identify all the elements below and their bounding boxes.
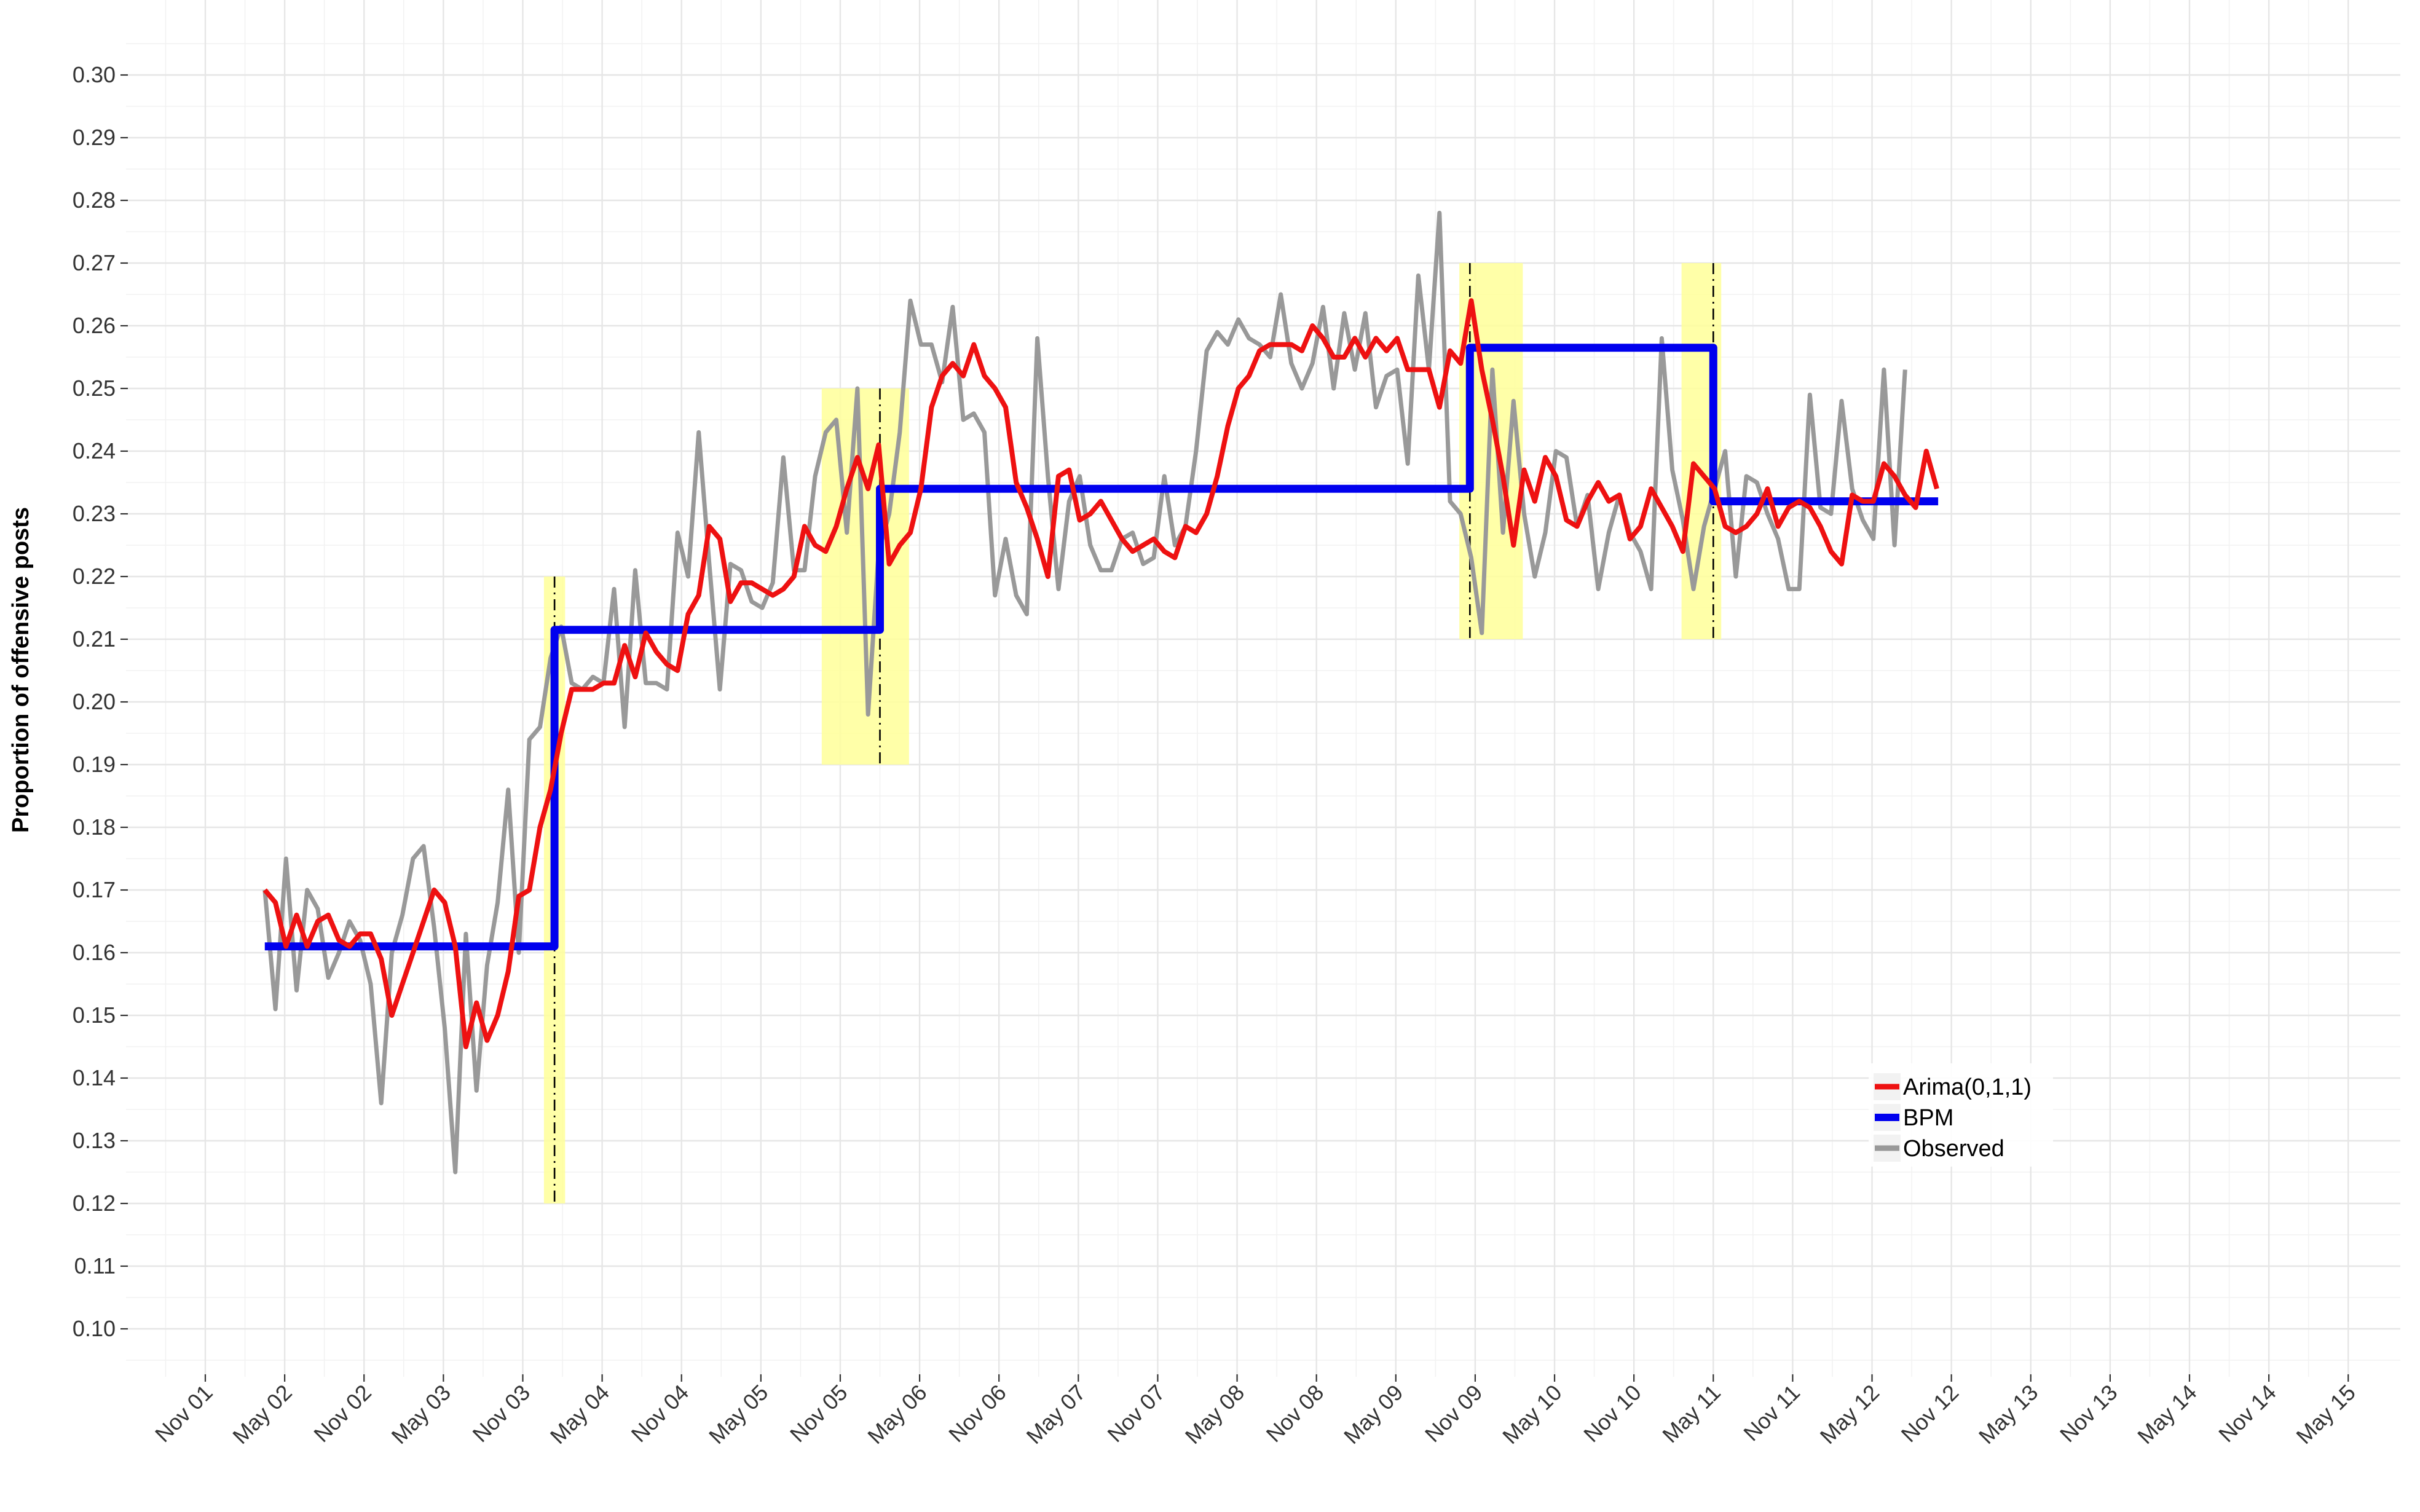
y-tick-label: 0.16 — [73, 940, 116, 965]
y-tick-label: 0.19 — [73, 752, 116, 777]
legend: Arima(0,1,1) BPM Observed — [1869, 1063, 2053, 1167]
y-axis: 0.10 0.11 0.12 0.13 0.14 0.15 0.16 0.17 0.18 0.19… — [73, 62, 128, 1341]
y-tick-label: 0.20 — [73, 689, 116, 714]
x-tick-label: May 12 — [1815, 1380, 1884, 1449]
y-tick-label: 0.10 — [73, 1316, 116, 1341]
y-tick-label: 0.22 — [73, 564, 116, 589]
legend-label: Arima(0,1,1) — [1903, 1074, 2032, 1100]
x-tick-label: Nov 02 — [309, 1380, 376, 1447]
y-tick-label: 0.29 — [73, 125, 116, 150]
y-tick-label: 0.27 — [73, 250, 116, 275]
x-tick-label: May 11 — [1657, 1380, 1725, 1448]
x-tick-label: Nov 06 — [944, 1380, 1011, 1447]
x-tick-label: Nov 09 — [1420, 1380, 1488, 1447]
y-tick-label: 0.14 — [73, 1065, 116, 1090]
x-tick-label: May 02 — [227, 1380, 296, 1449]
x-tick-label: Nov 11 — [1738, 1380, 1805, 1446]
y-tick-label: 0.15 — [73, 1002, 116, 1028]
x-tick-label: Nov 07 — [1102, 1380, 1170, 1447]
x-tick-label: May 09 — [1339, 1380, 1408, 1449]
grid-minor — [126, 0, 2400, 1377]
x-tick-label: Nov 14 — [2213, 1380, 2281, 1447]
x-tick-label: May 03 — [387, 1380, 455, 1449]
grid-major — [126, 0, 2400, 1377]
y-tick-label: 0.26 — [73, 313, 116, 338]
x-tick-label: May 04 — [545, 1380, 614, 1449]
y-tick-label: 0.13 — [73, 1128, 116, 1153]
y-tick-label: 0.23 — [73, 501, 116, 526]
x-tick-label: Nov 05 — [785, 1380, 853, 1447]
y-tick-label: 0.12 — [73, 1191, 116, 1216]
y-tick-label: 0.21 — [73, 626, 116, 652]
y-tick-label: 0.18 — [73, 814, 116, 840]
x-tick-label: May 13 — [1974, 1380, 2043, 1449]
y-tick-label: 0.17 — [73, 877, 116, 902]
x-tick-label: May 14 — [2132, 1380, 2201, 1449]
y-tick-label: 0.11 — [74, 1253, 116, 1278]
y-tick-label: 0.30 — [73, 62, 116, 87]
legend-label: BPM — [1903, 1105, 1953, 1131]
x-tick-label: May 06 — [862, 1380, 931, 1449]
y-tick-label: 0.24 — [73, 438, 116, 463]
x-tick-label: Nov 01 — [150, 1380, 218, 1447]
x-tick-label: Nov 04 — [626, 1380, 694, 1447]
x-tick-label: May 08 — [1180, 1380, 1249, 1449]
x-tick-label: Nov 12 — [1896, 1380, 1964, 1447]
legend-label: Observed — [1903, 1136, 2004, 1162]
x-tick-label: Nov 03 — [467, 1380, 535, 1447]
x-tick-label: May 07 — [1022, 1380, 1090, 1449]
y-tick-label: 0.25 — [73, 376, 116, 401]
x-tick-label: Nov 10 — [1579, 1380, 1646, 1447]
x-tick-label: May 10 — [1497, 1380, 1566, 1449]
y-tick-label: 0.28 — [73, 187, 116, 213]
x-tick-label: Nov 13 — [2055, 1380, 2122, 1447]
x-tick-label: May 15 — [2291, 1380, 2360, 1449]
y-axis-title: Proportion of offensive posts — [8, 507, 34, 833]
x-tick-label: May 05 — [704, 1380, 773, 1449]
x-axis: Nov 01 May 02 Nov 02 May 03 Nov 03 May 04 Nov … — [150, 1374, 2360, 1449]
x-tick-label: Nov 08 — [1261, 1380, 1329, 1447]
